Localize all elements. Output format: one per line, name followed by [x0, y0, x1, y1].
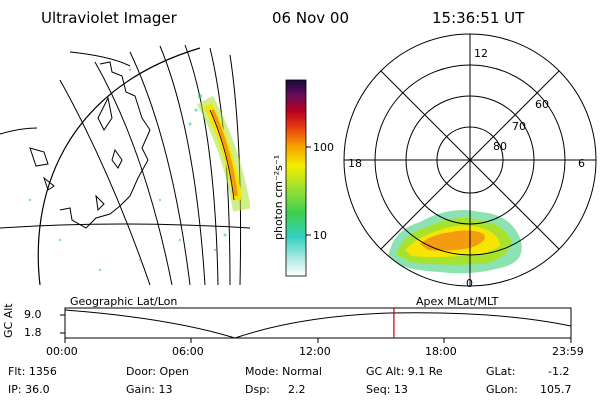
sequence-number: Seq: 13 — [366, 383, 408, 396]
geographic-label: Geographic Lat/Lon — [70, 295, 178, 308]
colorbar — [285, 79, 307, 277]
colorbar-tick-100: 100 — [313, 141, 334, 154]
map-aurora — [28, 68, 250, 272]
mlt-label-12: 12 — [474, 47, 488, 60]
flight-number: Flt: 1356 — [8, 365, 57, 378]
image-date: 06 Nov 00 — [272, 9, 349, 27]
gain-value: Gain: 13 — [126, 383, 173, 396]
altitude-axis-label: GC Alt — [2, 303, 15, 338]
door-status: Door: Open — [126, 365, 189, 378]
glat-label: GLat: — [486, 365, 516, 378]
image-time: 15:36:51 UT — [432, 9, 525, 27]
time-tick-1200: 12:00 — [299, 345, 331, 358]
dsp-value: 2.2 — [288, 383, 306, 396]
ip-value: IP: 36.0 — [8, 383, 50, 396]
glon-label: GLon: — [486, 383, 518, 396]
colorbar-tick-10: 10 — [313, 229, 327, 242]
dsp-label: Dsp: — [245, 383, 270, 396]
polar-plot — [343, 33, 597, 287]
gc-altitude: GC Alt: 9.1 Re — [366, 365, 443, 378]
time-tick-0000: 00:00 — [46, 345, 78, 358]
lat-label-70: 70 — [512, 120, 526, 133]
imager-title: Ultraviolet Imager — [41, 9, 177, 27]
glon-value: 105.7 — [540, 383, 572, 396]
time-tick-2359: 23:59 — [552, 345, 584, 358]
lat-label-80: 80 — [493, 140, 507, 153]
lat-label-60: 60 — [535, 98, 549, 111]
geographic-map — [0, 44, 250, 285]
glat-value: -1.2 — [548, 365, 570, 378]
mlt-label-18: 18 — [348, 157, 362, 170]
apex-label: Apex MLat/MLT — [416, 295, 499, 308]
alt-tick-1-8: 1.8 — [24, 326, 42, 339]
colorbar-unit-label: photon cm⁻²s⁻¹ — [272, 154, 285, 240]
time-tick-1800: 18:00 — [425, 345, 457, 358]
mlt-label-6: 6 — [578, 157, 585, 170]
altitude-plot — [60, 307, 572, 343]
time-tick-0600: 06:00 — [172, 345, 204, 358]
mode-value: Mode: Normal — [245, 365, 322, 378]
mlt-label-0: 0 — [466, 277, 473, 290]
alt-tick-9: 9.0 — [24, 308, 42, 321]
